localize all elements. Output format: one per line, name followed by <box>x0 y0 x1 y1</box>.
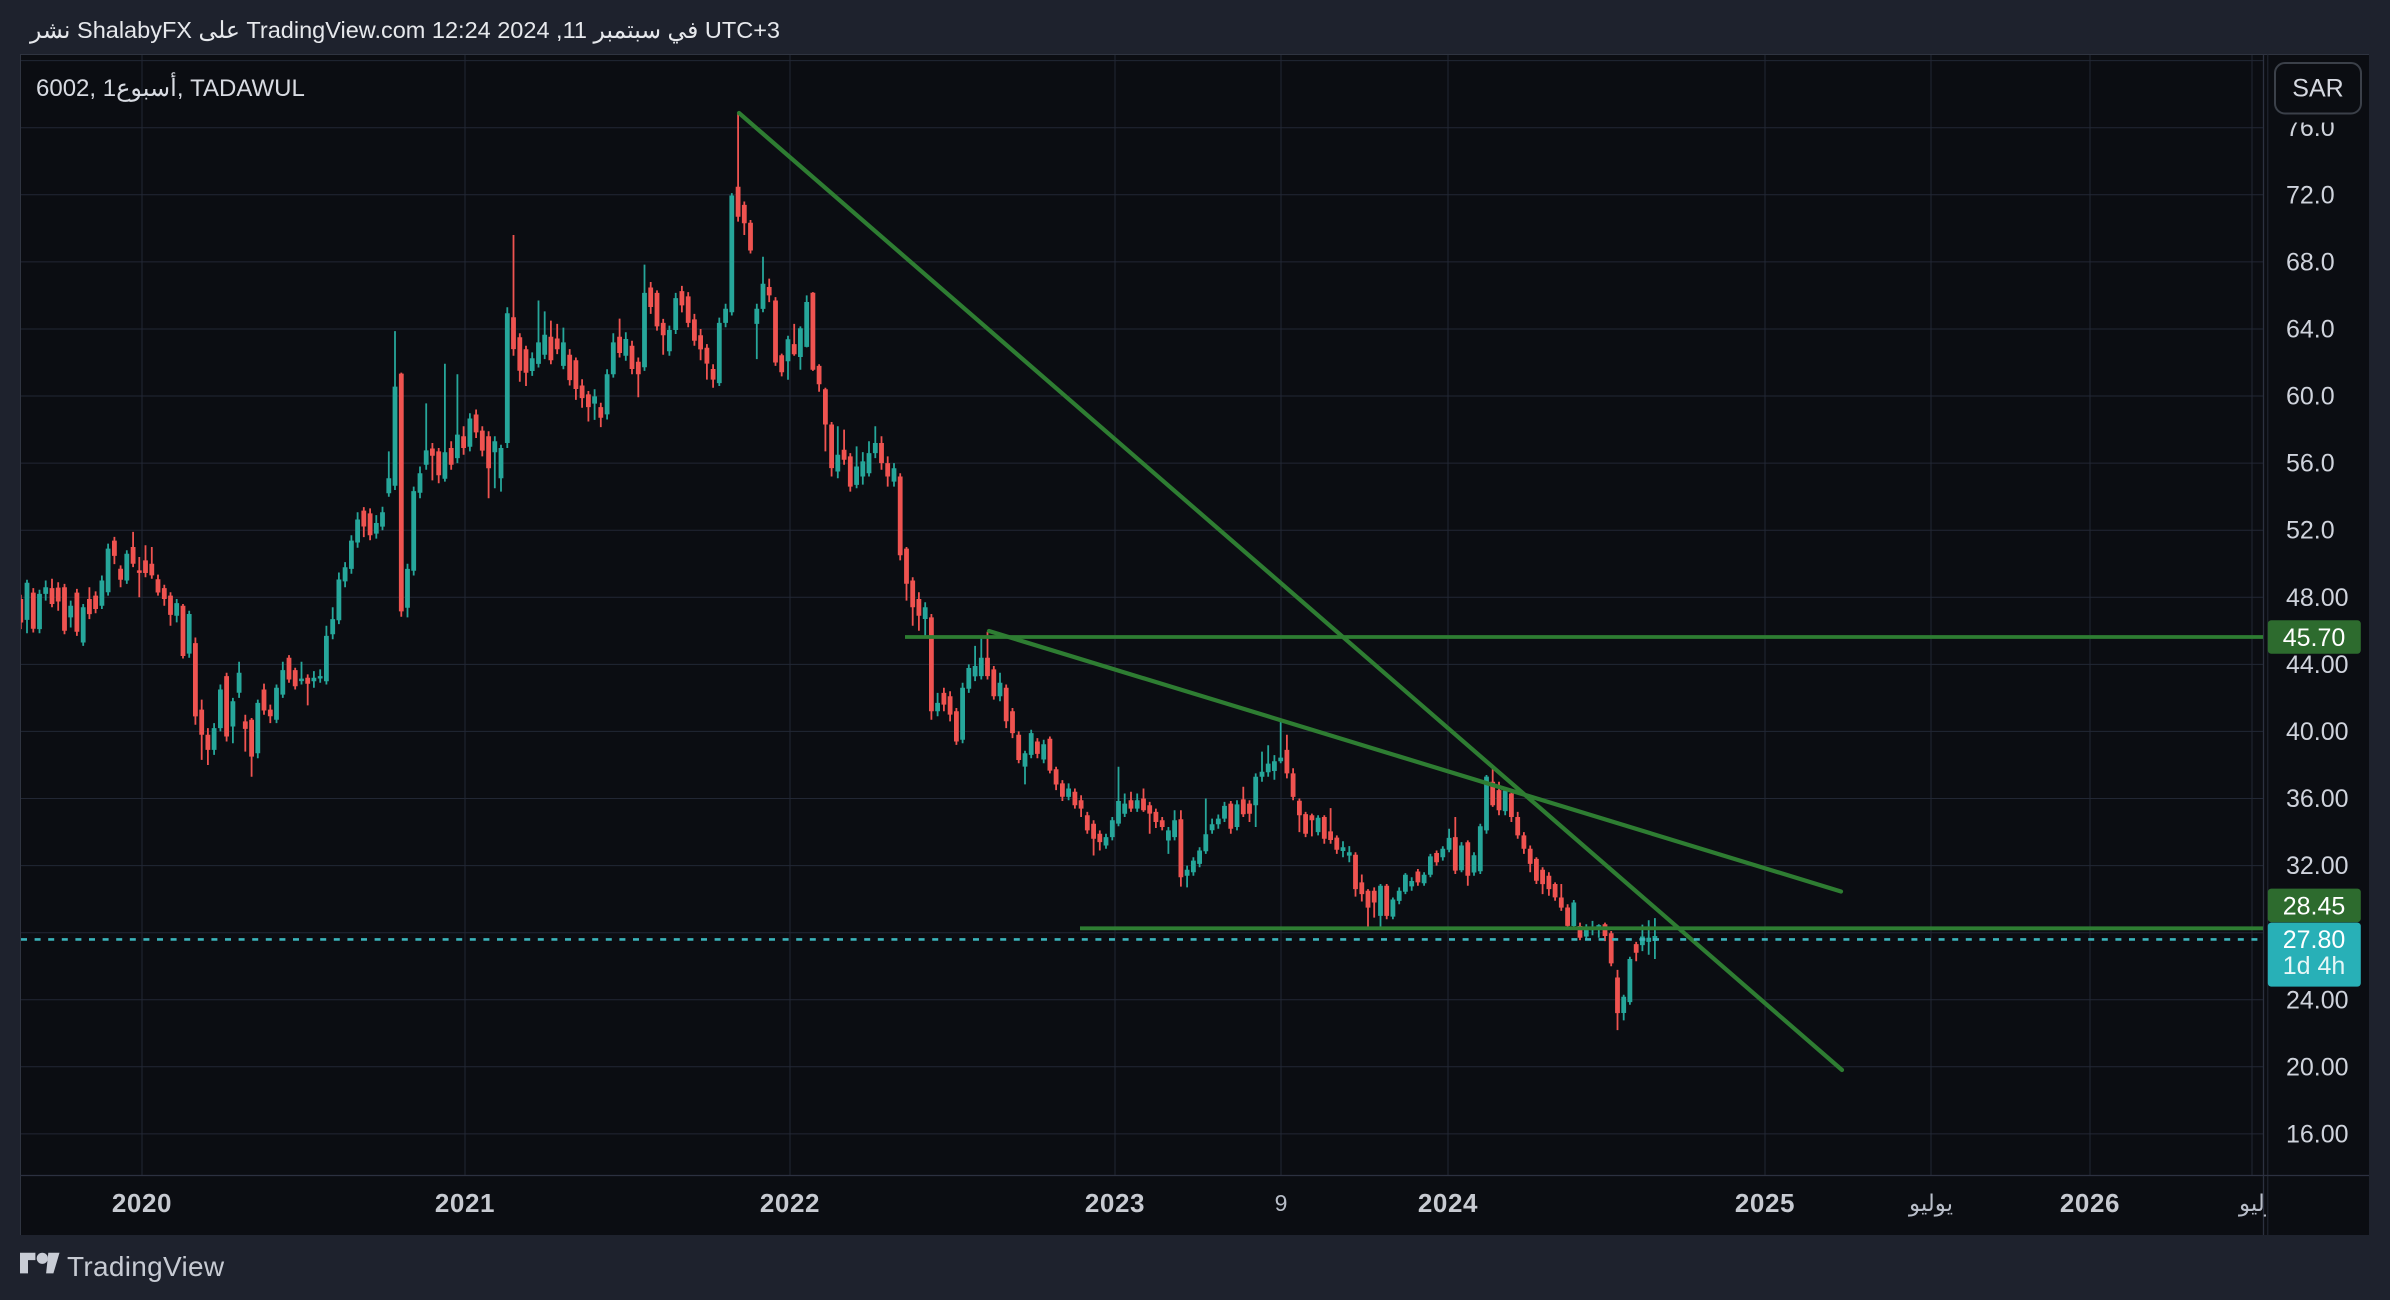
svg-text:27.80: 27.80 <box>2283 926 2346 954</box>
svg-text:يوليو: يوليو <box>1908 1190 1953 1217</box>
svg-text:44.00: 44.00 <box>2286 651 2349 679</box>
svg-text:2025: 2025 <box>1735 1188 1795 1218</box>
svg-text:2024: 2024 <box>1418 1188 1478 1218</box>
svg-text:60.0: 60.0 <box>2286 383 2335 411</box>
svg-text:يوليو: يوليو <box>2238 1190 2283 1217</box>
svg-text:28.45: 28.45 <box>2283 892 2346 920</box>
svg-text:24.00: 24.00 <box>2286 986 2349 1014</box>
svg-text:1d 4h: 1d 4h <box>2283 952 2346 980</box>
svg-text:32.00: 32.00 <box>2286 852 2349 880</box>
svg-text:76.0: 76.0 <box>2286 114 2335 142</box>
svg-text:40.00: 40.00 <box>2286 718 2349 746</box>
svg-text:48.00: 48.00 <box>2286 584 2349 612</box>
svg-text:36.00: 36.00 <box>2286 785 2349 813</box>
svg-text:2022: 2022 <box>760 1188 820 1218</box>
svg-text:72.0: 72.0 <box>2286 181 2335 209</box>
svg-text:68.0: 68.0 <box>2286 248 2335 276</box>
svg-text:2020: 2020 <box>112 1188 172 1218</box>
svg-text:SAR: SAR <box>2292 75 2343 103</box>
svg-text:9: 9 <box>1275 1190 1288 1216</box>
svg-text:16.00: 16.00 <box>2286 1120 2349 1148</box>
svg-text:56.0: 56.0 <box>2286 450 2335 478</box>
svg-text:2021: 2021 <box>435 1188 495 1218</box>
svg-text:20.00: 20.00 <box>2286 1053 2349 1081</box>
svg-text:64.0: 64.0 <box>2286 316 2335 344</box>
svg-text:2023: 2023 <box>1085 1188 1145 1218</box>
svg-text:52.0: 52.0 <box>2286 517 2335 545</box>
svg-text:2026: 2026 <box>2060 1188 2120 1218</box>
svg-text:45.70: 45.70 <box>2283 624 2346 652</box>
